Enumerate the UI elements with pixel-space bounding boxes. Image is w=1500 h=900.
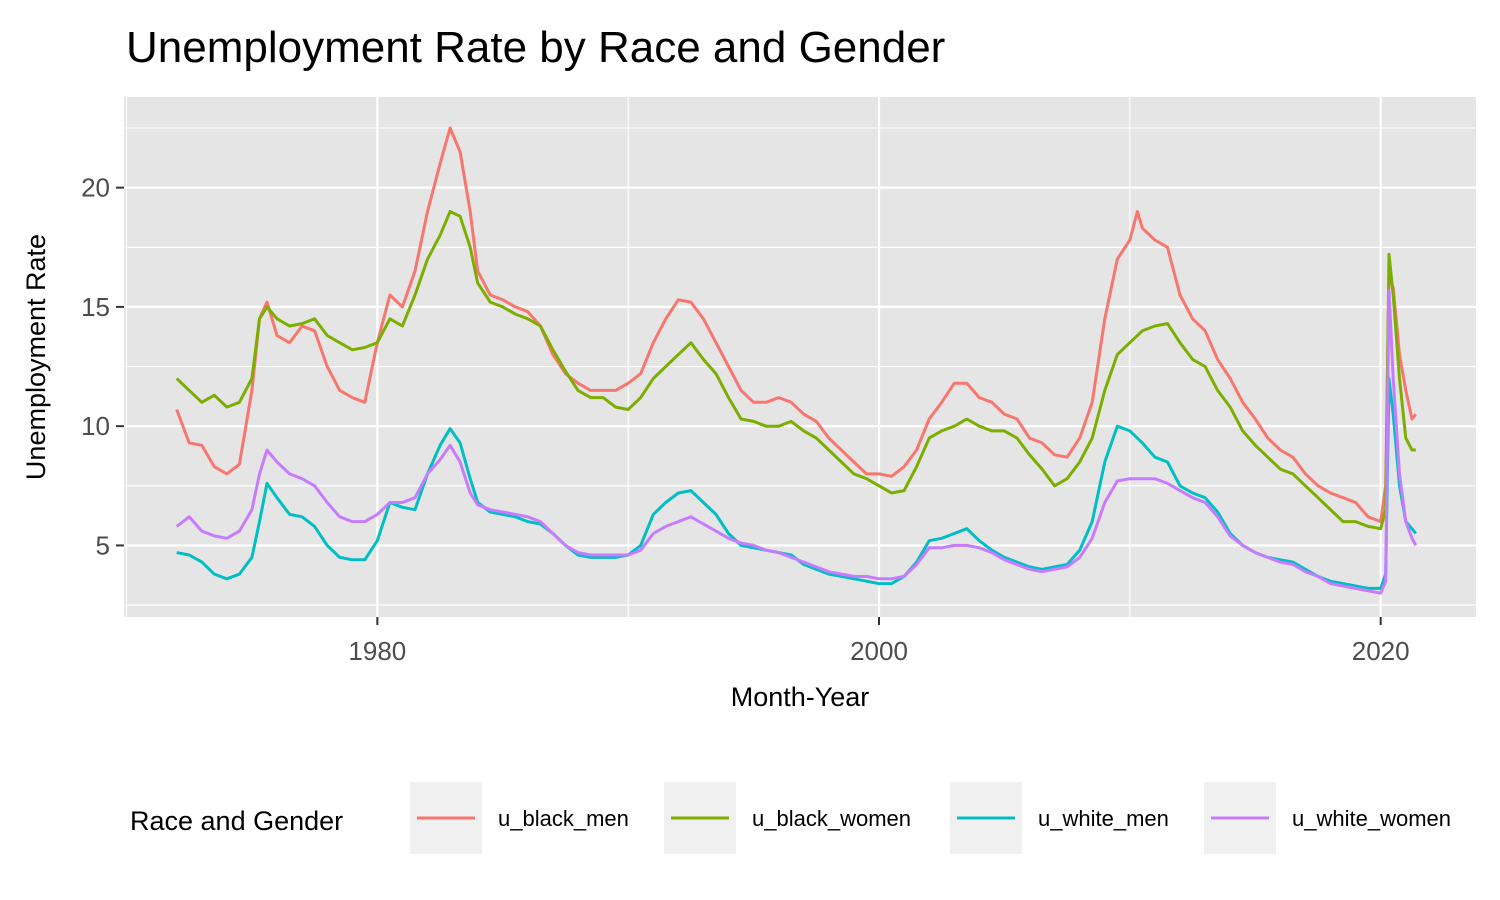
legend-label: u_white_women <box>1292 806 1451 831</box>
x-tick-label: 2000 <box>850 636 908 666</box>
legend-items: u_black_men u_black_women u_white_men u_whi… <box>410 782 1451 854</box>
legend-label: u_white_men <box>1038 806 1169 831</box>
plot-panel <box>124 97 1476 617</box>
x-tick-label: 2020 <box>1352 636 1410 666</box>
legend-label: u_black_women <box>752 806 911 831</box>
legend: Race and Gender u_black_men u_black_women… <box>130 782 1451 854</box>
y-tick-label: 5 <box>96 530 110 560</box>
legend-label: u_black_men <box>498 806 629 831</box>
legend-title: Race and Gender <box>130 806 343 836</box>
y-axis-title: Unemployment Rate <box>21 234 51 480</box>
series-line-u_black_women <box>175 210 1416 531</box>
y-axis: 5 10 15 20 <box>81 173 124 560</box>
series-line-u_black_men <box>175 126 1417 524</box>
y-tick-label: 20 <box>81 173 110 203</box>
chart-title: Unemployment Rate by Race and Gender <box>126 23 945 72</box>
x-axis-title: Month-Year <box>731 682 870 712</box>
series-lines <box>175 126 1418 595</box>
minor-gridlines <box>124 97 1476 617</box>
series-line-u_white_women <box>175 288 1418 595</box>
y-tick-label: 10 <box>81 411 110 441</box>
y-tick-label: 15 <box>81 292 110 322</box>
x-axis: 1980 2000 2020 <box>348 617 1410 666</box>
x-tick-label: 1980 <box>348 636 406 666</box>
